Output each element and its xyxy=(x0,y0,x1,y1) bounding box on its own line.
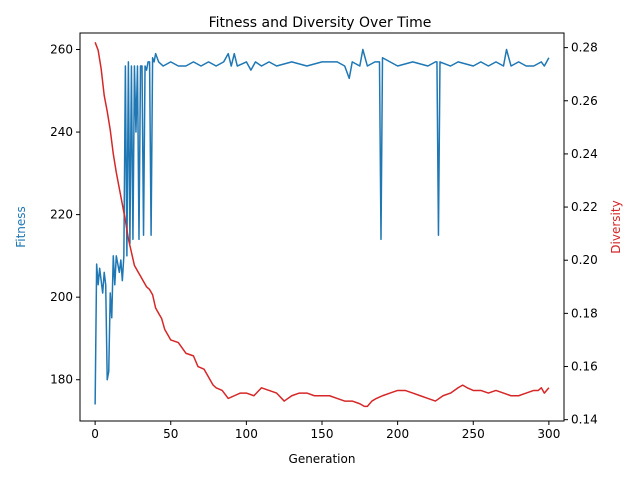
right-tick-label: 0.26 xyxy=(571,94,598,108)
x-tick-label: 150 xyxy=(311,427,334,441)
x-axis-label: Generation xyxy=(289,452,356,466)
right-tick-label: 0.14 xyxy=(571,413,598,427)
x-tick-label: 250 xyxy=(462,427,485,441)
right-tick-label: 0.28 xyxy=(571,41,598,55)
right-axis-label: Diversity xyxy=(609,200,623,253)
x-axis-ticks: 0 50 100 150 200 250 300 xyxy=(91,421,560,441)
left-tick-label: 240 xyxy=(50,125,73,139)
left-tick-label: 200 xyxy=(50,290,73,304)
x-tick-label: 100 xyxy=(235,427,258,441)
series-line-fitness xyxy=(94,48,550,405)
left-tick-label: 260 xyxy=(50,43,73,57)
x-tick-label: 300 xyxy=(537,427,560,441)
right-tick-label: 0.18 xyxy=(571,306,598,320)
left-tick-label: 220 xyxy=(50,208,73,222)
series-line-diversity xyxy=(94,42,550,408)
x-tick-label: 0 xyxy=(91,427,99,441)
series-layer xyxy=(94,42,550,408)
left-axis-label: Fitness xyxy=(14,206,28,248)
right-tick-label: 0.20 xyxy=(571,253,598,267)
x-tick-label: 50 xyxy=(163,427,178,441)
chart-title: Fitness and Diversity Over Time xyxy=(209,15,432,31)
right-tick-label: 0.16 xyxy=(571,360,598,374)
left-tick-label: 180 xyxy=(50,373,73,387)
plot-area xyxy=(79,32,565,422)
left-axis-ticks: 180 200 220 240 260 xyxy=(50,43,80,387)
x-tick-label: 200 xyxy=(386,427,409,441)
right-tick-label: 0.22 xyxy=(571,200,598,214)
right-axis-ticks: 0.14 0.16 0.18 0.20 0.22 0.24 0.26 0.28 xyxy=(564,41,598,427)
right-tick-label: 0.24 xyxy=(571,147,598,161)
